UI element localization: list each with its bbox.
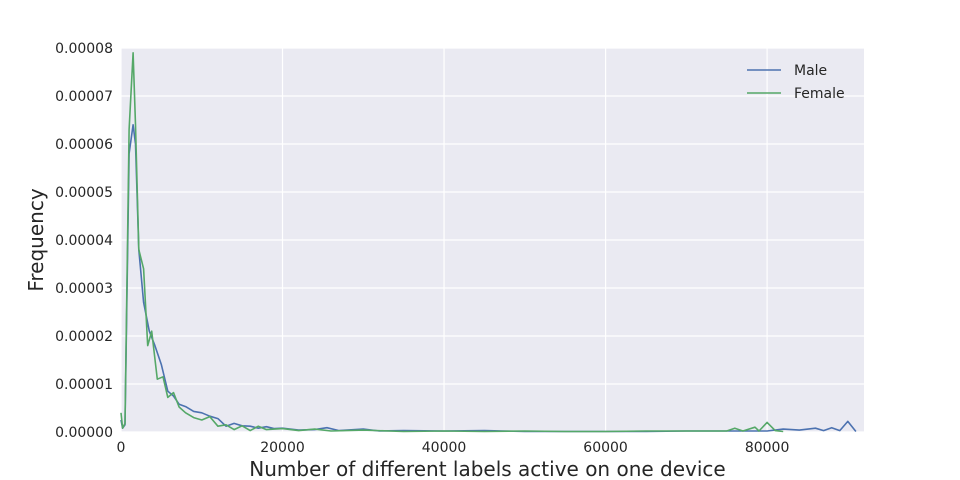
legend: Male Female bbox=[747, 63, 845, 102]
series-line-female bbox=[120, 52, 784, 433]
x-axis-ticks: 0 20000 40000 60000 80000 bbox=[117, 440, 790, 456]
y-tick-label: 0.00005 bbox=[55, 185, 113, 201]
x-tick-label: 80000 bbox=[745, 440, 790, 456]
series-lines bbox=[120, 52, 857, 433]
y-tick-label: 0.00003 bbox=[55, 281, 113, 297]
x-tick-label: 60000 bbox=[583, 440, 628, 456]
y-axis-ticks: 0.00000 0.00001 0.00002 0.00003 0.00004 0.000… bbox=[55, 41, 113, 441]
y-tick-label: 0.00001 bbox=[55, 377, 113, 393]
x-tick-label: 0 bbox=[117, 440, 126, 456]
y-tick-label: 0.00002 bbox=[55, 329, 113, 345]
legend-label-female: Female bbox=[794, 86, 845, 102]
y-tick-label: 0.00007 bbox=[55, 89, 113, 105]
y-tick-label: 0.00004 bbox=[55, 233, 113, 249]
grid-lines bbox=[120, 47, 864, 433]
y-tick-label: 0.00006 bbox=[55, 137, 113, 153]
x-tick-label: 20000 bbox=[260, 440, 305, 456]
x-tick-label: 40000 bbox=[422, 440, 467, 456]
y-tick-label: 0.00008 bbox=[55, 41, 113, 57]
x-axis-label: Number of different labels active on one… bbox=[249, 457, 725, 480]
y-axis-label: Frequency bbox=[24, 188, 48, 291]
legend-label-male: Male bbox=[794, 63, 827, 79]
y-tick-label: 0.00000 bbox=[55, 425, 113, 441]
